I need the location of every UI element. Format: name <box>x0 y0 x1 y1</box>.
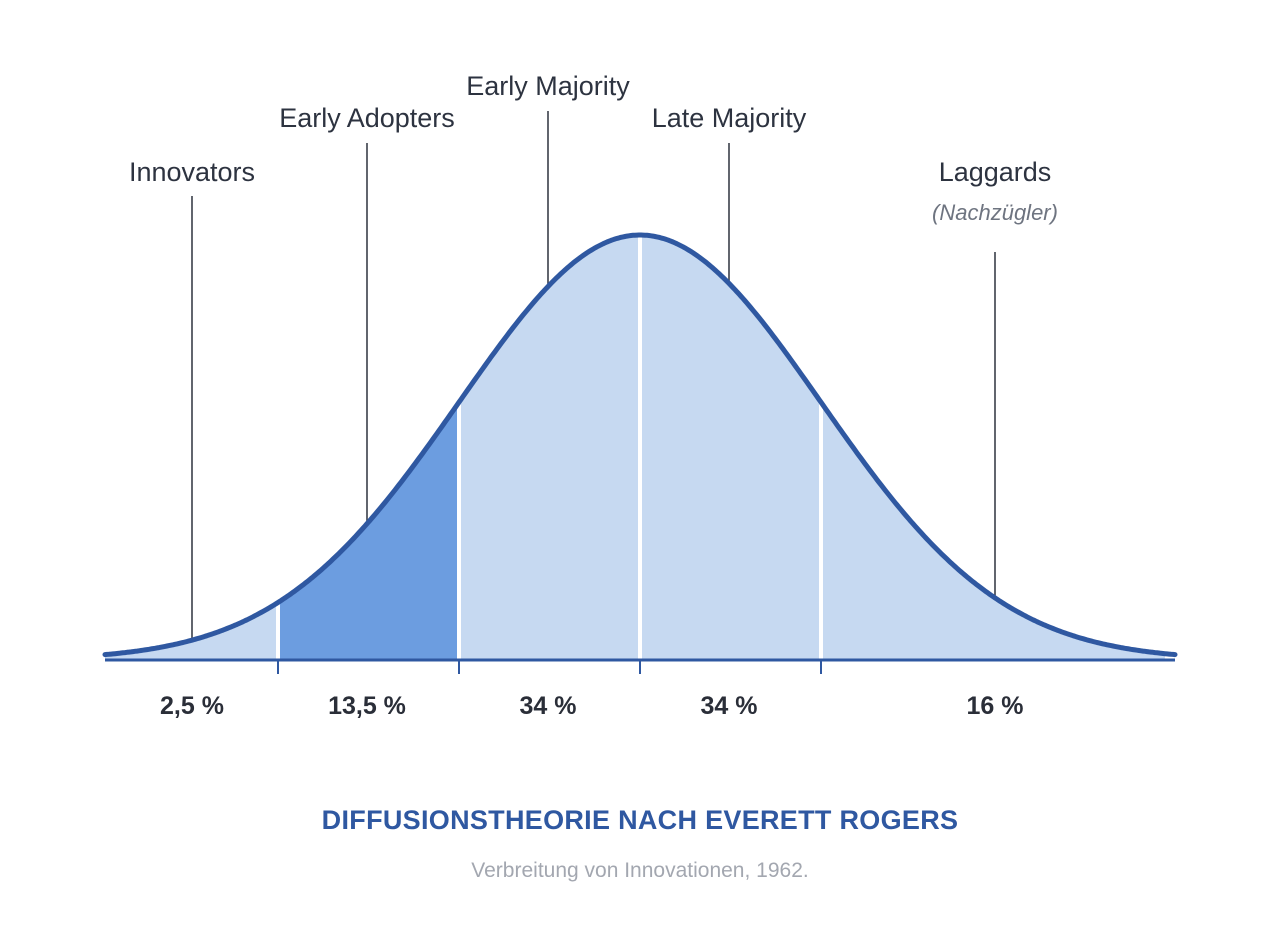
segment-fill-innovators <box>105 602 278 660</box>
chart-subtitle: Verbreitung von Innovationen, 1962. <box>471 859 809 882</box>
segment-fill-laggards <box>821 402 1165 660</box>
segment-fill-late-majority <box>640 235 821 660</box>
chart-title: DIFFUSIONSTHEORIE NACH EVERETT ROGERS <box>321 805 959 835</box>
category-label-laggards: Laggards <box>939 157 1052 187</box>
category-sublabel-laggards: (Nachzügler) <box>932 200 1058 225</box>
category-label-innovators: Innovators <box>129 157 255 187</box>
percent-label-early-majority: 34 % <box>520 692 577 720</box>
percent-label-laggards: 16 % <box>967 692 1024 720</box>
segment-fills <box>105 235 1165 660</box>
segment-fill-early-majority <box>459 235 640 660</box>
percent-label-early-adopters: 13,5 % <box>328 692 406 720</box>
percent-labels: 2,5 % 13,5 % 34 % 34 % 16 % <box>160 692 1023 720</box>
category-label-early-majority: Early Majority <box>466 71 630 101</box>
category-label-late-majority: Late Majority <box>652 103 807 133</box>
leader-lines <box>191 111 996 643</box>
axis-ticks <box>277 660 822 674</box>
category-labels: Innovators Early Adopters Early Majority La… <box>129 71 1058 225</box>
bell-curve <box>102 232 1178 658</box>
percent-label-late-majority: 34 % <box>701 692 758 720</box>
category-label-early-adopters: Early Adopters <box>279 103 455 133</box>
segment-dividers <box>276 237 823 660</box>
percent-label-innovators: 2,5 % <box>160 692 224 720</box>
